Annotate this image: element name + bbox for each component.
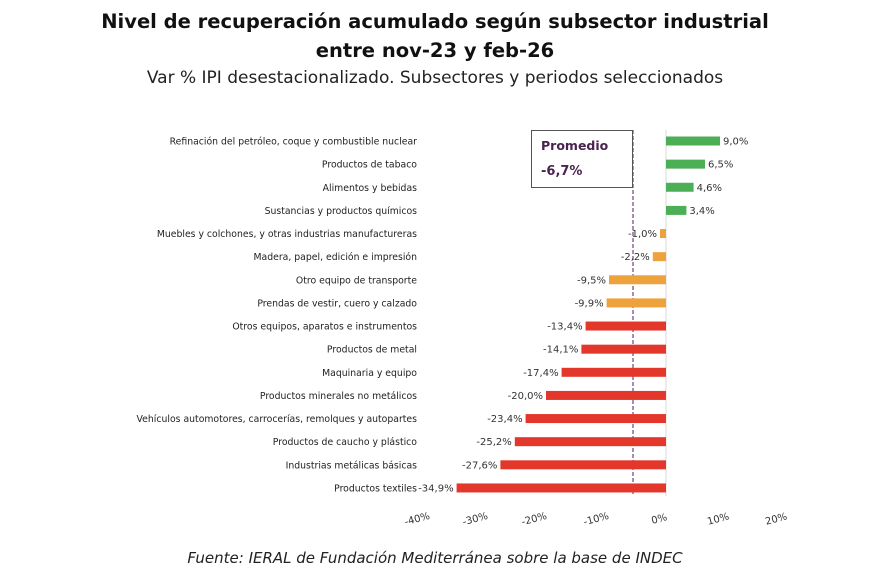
data-label: -17,4% <box>523 368 558 379</box>
x-tick-label: 10% <box>706 511 730 527</box>
category-label: Productos de metal <box>327 345 417 356</box>
data-label: -27,6% <box>462 460 497 471</box>
data-label: -34,9% <box>418 483 453 494</box>
bar <box>525 414 666 424</box>
bar <box>514 437 666 447</box>
bar <box>666 182 694 192</box>
data-label: 6,5% <box>708 160 733 171</box>
data-label: -9,9% <box>575 298 604 309</box>
category-label: Refinación del petróleo, coque y combust… <box>170 137 418 148</box>
bar <box>581 344 666 354</box>
bar <box>500 460 666 470</box>
chart-title-line2: entre nov-23 y feb-26 <box>315 39 555 62</box>
x-tick-label: 20% <box>764 511 788 527</box>
average-label: Promedio <box>541 138 609 153</box>
category-label: Vehículos automotores, carrocerías, remo… <box>137 414 418 425</box>
data-label: -14,1% <box>543 345 578 356</box>
data-label: 9,0% <box>723 137 748 148</box>
category-label: Madera, papel, edición e impresión <box>254 252 418 263</box>
source-note: Fuente: IERAL de Fundación Mediterránea … <box>187 549 683 567</box>
bar <box>666 136 720 146</box>
category-label: Productos de caucho y plástico <box>273 437 418 448</box>
x-tick-label: -20% <box>520 511 548 528</box>
category-label: Otros equipos, aparatos e instrumentos <box>232 322 417 333</box>
data-label: 3,4% <box>689 206 714 217</box>
bar <box>666 205 687 215</box>
bar <box>561 367 666 377</box>
x-tick-label: 0% <box>650 512 668 527</box>
chart-subtitle: Var % IPI desestacionalizado. Subsectore… <box>146 68 724 88</box>
category-label: Productos minerales no metálicos <box>260 391 417 402</box>
data-label: -9,5% <box>577 275 606 286</box>
category-label: Prendas de vestir, cuero y calzado <box>257 298 417 309</box>
data-label: -1,0% <box>628 229 657 240</box>
category-label: Maquinaria y equipo <box>322 368 417 379</box>
data-label: -13,4% <box>547 322 582 333</box>
category-label: Productos de tabaco <box>322 160 417 171</box>
category-label: Alimentos y bebidas <box>323 183 417 194</box>
bar <box>456 483 666 493</box>
average-value: -6,7% <box>541 164 583 179</box>
x-tick-label: -10% <box>582 511 610 528</box>
category-label: Otro equipo de transporte <box>296 275 417 286</box>
bar <box>585 321 666 331</box>
data-label: -20,0% <box>508 391 543 402</box>
bar <box>652 252 666 262</box>
x-tick-label: -40% <box>403 511 431 528</box>
category-label: Industrias metálicas básicas <box>286 460 418 471</box>
data-label: -23,4% <box>487 414 522 425</box>
x-tick-label: -30% <box>461 511 489 528</box>
category-label: Muebles y colchones, y otras industrias … <box>157 229 417 240</box>
data-label: -2,2% <box>621 252 650 263</box>
average-box: Promedio -6,7% <box>531 130 633 188</box>
bar <box>546 390 666 400</box>
bar <box>666 159 705 169</box>
data-label: -25,2% <box>476 437 511 448</box>
category-label: Productos textiles <box>334 483 417 494</box>
bar <box>609 275 666 285</box>
bar <box>606 298 666 308</box>
chart-title-line1: Nivel de recuperación acumulado según su… <box>101 10 769 33</box>
data-label: 4,6% <box>697 183 722 194</box>
category-label: Sustancias y productos químicos <box>265 206 418 217</box>
bar <box>660 229 666 239</box>
